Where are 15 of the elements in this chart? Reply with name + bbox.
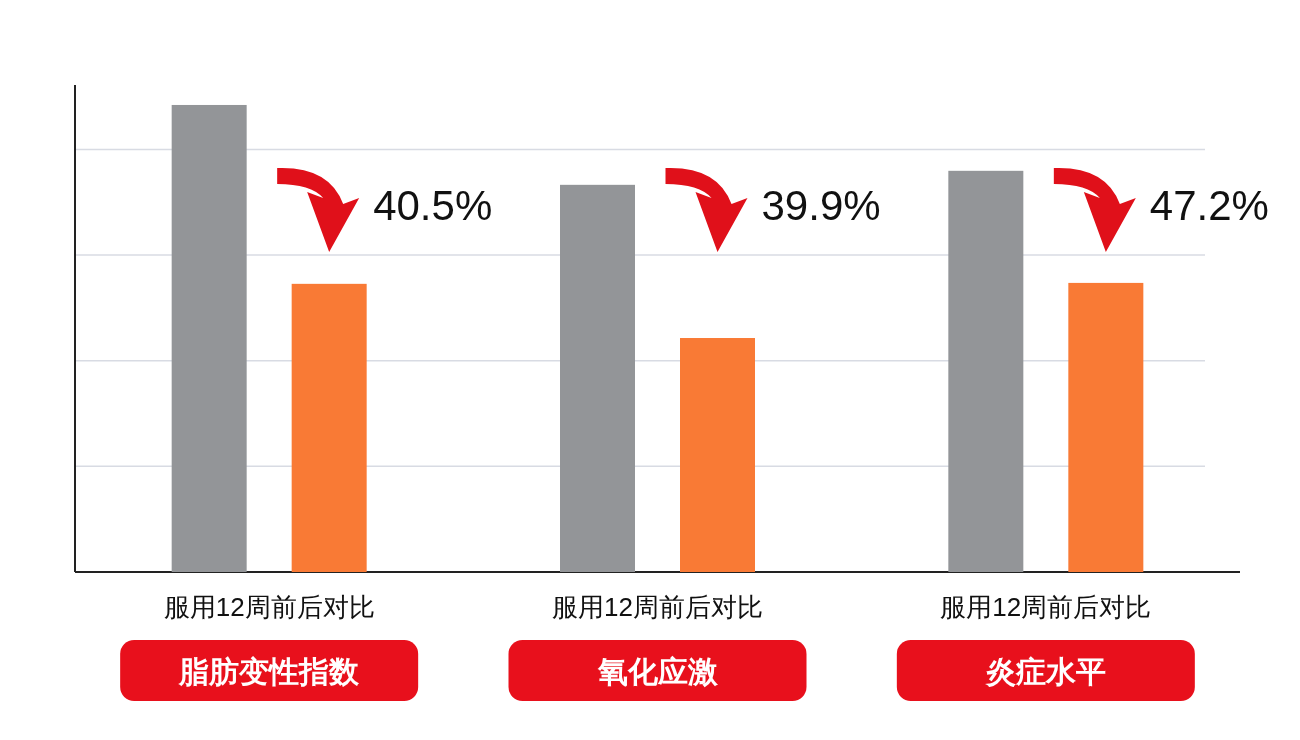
- bar: [1068, 282, 1144, 572]
- annotation: 39.9%: [761, 182, 881, 229]
- bar: [560, 184, 635, 572]
- x-tick-label: 脂肪变性指数: [178, 655, 361, 688]
- bar: [291, 283, 367, 572]
- text: 服用12周前后对比: [552, 592, 763, 622]
- bar: [948, 170, 1024, 572]
- text: 服用12周前后对比: [940, 592, 1152, 622]
- x-tick-label: 炎症水平: [984, 655, 1106, 688]
- text: 服用12周前后对比: [163, 592, 375, 622]
- x-tick-label: 氧化应激: [596, 655, 719, 688]
- bar: [680, 338, 755, 572]
- annotation: 47.2%: [1149, 182, 1269, 229]
- annotation: 40.5%: [373, 182, 493, 229]
- bar: [171, 104, 247, 572]
